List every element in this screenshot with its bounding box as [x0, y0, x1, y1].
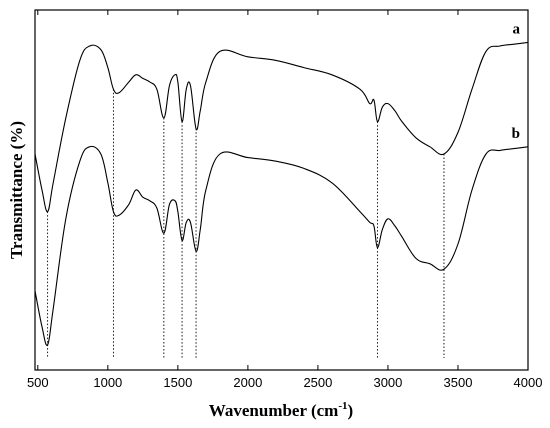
- x-tick-label-500: 500: [27, 375, 49, 390]
- x-tick-label-4000: 4000: [514, 375, 543, 390]
- x-axis-title-main: Wavenumber (cm: [209, 401, 339, 420]
- reference-lines: [47, 89, 445, 358]
- series-label-b: b: [512, 126, 520, 142]
- series-labels: ab: [512, 21, 521, 141]
- x-tick-label-1500: 1500: [163, 375, 192, 390]
- x-tick-label-2000: 2000: [233, 375, 262, 390]
- x-axis-title-superscript: -1: [338, 400, 347, 412]
- x-axis-title: Wavenumber (cm-1): [209, 400, 353, 420]
- x-tick-label-2500: 2500: [303, 375, 332, 390]
- x-tick-label-1000: 1000: [93, 375, 122, 390]
- x-axis-ticks: 500 1000 1500 2000 2500 3000 3500 4000: [27, 10, 543, 390]
- plot-frame: [34, 9, 529, 371]
- y-axis-title: Transmittance (%): [7, 121, 26, 259]
- x-tick-label-3500: 3500: [444, 375, 473, 390]
- x-axis-title-end: ): [348, 401, 354, 420]
- series-group: [34, 41, 529, 346]
- x-tick-label-3000: 3000: [373, 375, 402, 390]
- series-label-a: a: [513, 21, 521, 37]
- series-line-a: [34, 41, 529, 213]
- series-line-b: [34, 145, 529, 346]
